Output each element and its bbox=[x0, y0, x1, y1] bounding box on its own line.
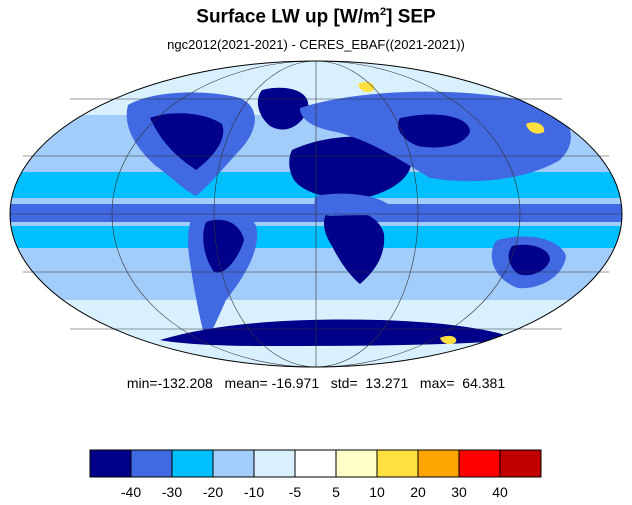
colorbar-box bbox=[499, 449, 542, 478]
mollweide-map bbox=[9, 60, 623, 368]
warm-patch-south bbox=[440, 335, 457, 345]
colorbar-labels: -40 -30 -20 -10 -5 5 10 20 30 40 bbox=[121, 484, 508, 500]
graticule bbox=[10, 60, 622, 368]
colorbar-tick-label: -10 bbox=[244, 484, 264, 500]
stat-min: min=-132.208 bbox=[126, 375, 213, 391]
map-title: Surface LW up [W/m2] SEP bbox=[196, 6, 436, 28]
colorbar-box bbox=[335, 449, 378, 478]
colorbar-box bbox=[458, 449, 501, 478]
warm-patch-east bbox=[526, 122, 545, 134]
colorbar-tick-label: 20 bbox=[410, 484, 426, 500]
statistics-line: min=-132.208 mean= -16.971 std= 13.271 m… bbox=[0, 375, 632, 391]
colorbar-box bbox=[130, 449, 173, 478]
greenland bbox=[257, 87, 309, 130]
colorbar-tick-label: 40 bbox=[492, 484, 508, 500]
stat-mean: mean= -16.971 bbox=[224, 375, 320, 391]
colorbar-box bbox=[294, 449, 337, 478]
colorbar-tick-label: -20 bbox=[203, 484, 223, 500]
stat-std: std= 13.271 bbox=[330, 375, 409, 391]
colorbar-box bbox=[376, 449, 419, 478]
colorbar-box bbox=[212, 449, 255, 478]
colorbar-tick-label: 10 bbox=[369, 484, 385, 500]
southern-africa bbox=[324, 210, 385, 284]
sahara-arabia bbox=[289, 136, 412, 199]
stat-max: max= 64.381 bbox=[419, 375, 506, 391]
south-america-interior bbox=[203, 219, 244, 273]
africa-mid bbox=[314, 193, 392, 216]
colorbar-tick-label: 5 bbox=[332, 484, 340, 500]
colorbar-box bbox=[417, 449, 460, 478]
colorbar-tick-label: -30 bbox=[162, 484, 182, 500]
colorbar-box bbox=[171, 449, 214, 478]
antarctica-coast bbox=[160, 319, 520, 346]
map-subtitle: ngc2012(2021-2021) - CERES_EBAF((2021-20… bbox=[167, 37, 465, 52]
colorbar-box bbox=[89, 449, 132, 478]
colorbar-box bbox=[253, 449, 296, 478]
central-asia bbox=[398, 114, 470, 148]
colorbar-tick-label: -5 bbox=[289, 484, 302, 500]
colorbar-boxes bbox=[89, 449, 542, 478]
colorbar-tick-label: -40 bbox=[121, 484, 141, 500]
colorbar-tick-label: 30 bbox=[451, 484, 467, 500]
australia-interior bbox=[508, 244, 550, 276]
globe-outline bbox=[9, 60, 623, 368]
